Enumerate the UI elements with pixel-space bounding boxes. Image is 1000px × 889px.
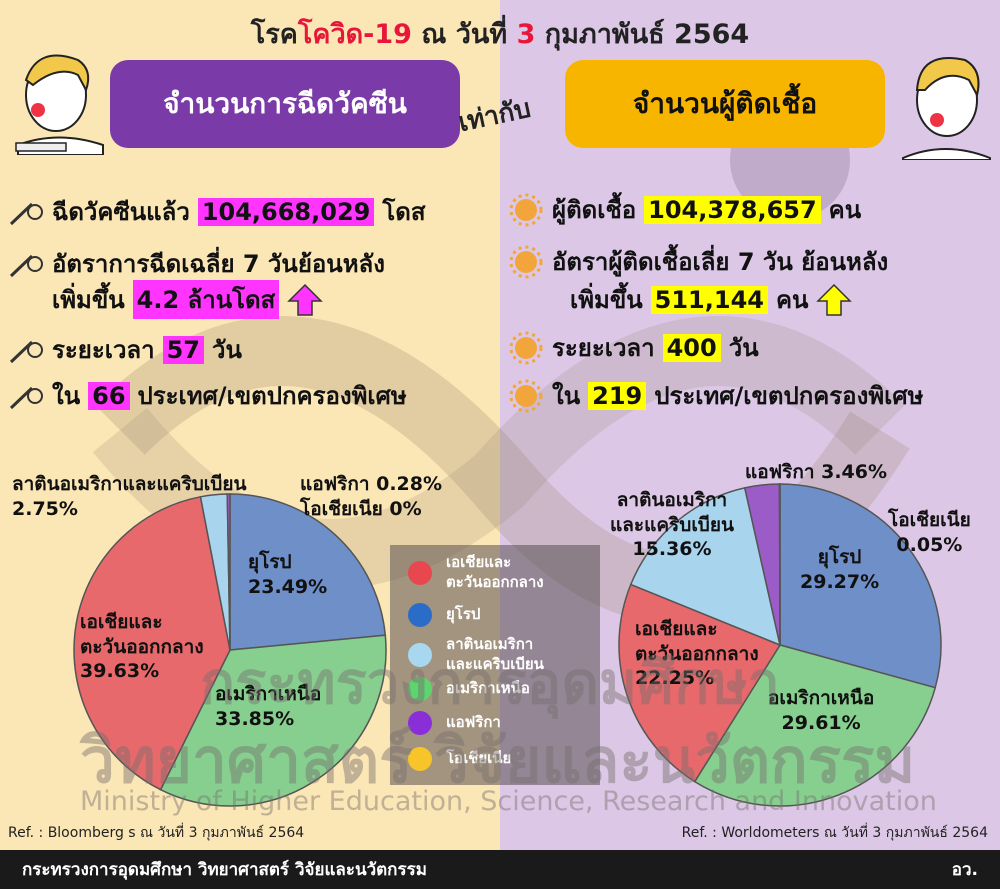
- legend-item-africa: แอฟริกา: [408, 711, 501, 735]
- slice-latam: [629, 487, 782, 647]
- legend-swatch: [408, 711, 432, 735]
- slice-africa: [226, 493, 231, 651]
- vaccine-increase-row: เพิ่มขึ้น 4.2 ล้านโดส: [52, 280, 324, 319]
- pie-label-oceania: โอเชียเนีย 0.05%: [888, 509, 971, 556]
- virus-icon: [509, 331, 543, 364]
- infected-total-value: 104,378,657: [644, 195, 821, 224]
- vaccine-increase-value: 4.2 ล้านโดส: [132, 280, 280, 319]
- slice-asia: [73, 495, 231, 791]
- pie-label-europe: ยุโรป 23.49%: [248, 551, 328, 598]
- syringe-icon: [9, 254, 43, 277]
- legend-swatch: [408, 603, 432, 627]
- legend-swatch: [408, 642, 432, 667]
- infected-increase-value: 511,144: [650, 285, 768, 314]
- vaccine-rate-row: อัตราการฉีดเฉลี่ย 7 วันย้อนหลัง: [8, 244, 385, 283]
- pie-label-europe: ยุโรป 29.27%: [800, 546, 880, 593]
- legend-item-asia: เอเชียและ ตะวันออกกลาง: [408, 553, 544, 592]
- vaccine-total-value: 104,668,029: [197, 197, 375, 226]
- virus-icon: [509, 379, 543, 412]
- infected-duration-row: ระยะเวลา 400 วัน: [508, 328, 759, 367]
- legend-item-namerica: อเมริกาเหนือ: [408, 677, 530, 701]
- legend-swatch: [408, 677, 432, 701]
- arrow-up-icon: [816, 283, 853, 316]
- infected-countries-row: ใน 219 ประเทศ/เขตปกครองพิเศษ: [508, 376, 923, 415]
- person-illustration-left: [15, 54, 104, 155]
- syringe-icon: [9, 340, 43, 363]
- ref-left: Ref. : Bloomberg s ณ วันที่ 3 กุมภาพันธ์…: [8, 825, 305, 841]
- vaccine-total-row: ฉีดวัคซีนแล้ว 104,668,029 โดส: [8, 192, 425, 231]
- vaccine-countries-row: ใน 66 ประเทศ/เขตปกครองพิเศษ: [8, 376, 407, 415]
- virus-icon: [509, 245, 543, 278]
- pie-label-namerica: อเมริกาเหนือ 33.85%: [215, 683, 322, 730]
- ref-right: Ref. : Worldometers ณ วันที่ 3 กุมภาพันธ…: [681, 825, 988, 841]
- person-illustration-right: [902, 57, 991, 160]
- infected-total-row: ผู้ติดเชื้อ 104,378,657 คน: [508, 190, 861, 229]
- infected-increase-row: เพิ่มขึ้น 511,144 คน: [570, 280, 853, 319]
- slice-oceania: [778, 483, 781, 646]
- slice-asia: [618, 583, 782, 783]
- infected-rate-row: อัตราผู้ติดเชื้อเลี่ย 7 วัน ย้อนหลัง: [508, 242, 888, 281]
- legend-swatch: [408, 560, 432, 585]
- pie-label-asia: เอเชียและ ตะวันออกกลาง 22.25%: [635, 618, 759, 690]
- pie-label-africa: แอฟริกา 3.46%: [745, 461, 888, 483]
- footer-logo-text: อว.: [951, 860, 978, 880]
- watermark-english: Ministry of Higher Education, Science, R…: [80, 786, 937, 817]
- watermark-thai-2: วิทยาศาสตร์ วิจัยและนวัตกรรม: [80, 724, 916, 797]
- virus-icon: [509, 193, 543, 226]
- slice-europe: [779, 483, 942, 689]
- infected-pie-chart: [618, 483, 942, 807]
- page-title: โรคโควิด-19 ณ วันที่ 3 กุมภาพันธ์ 2564: [250, 19, 750, 50]
- pie-label-africa: แอฟริกา 0.28% โอเชียเนีย 0%: [300, 473, 443, 520]
- slice-europe: [229, 493, 387, 651]
- legend-swatch: [408, 747, 432, 771]
- syringe-icon: [9, 202, 43, 225]
- watermark-thai-1: กระทรวงการอุดมศึกษา: [200, 649, 780, 717]
- vaccine-duration-row: ระยะเวลา 57 วัน: [8, 330, 242, 369]
- pie-label-asia: เอเชียและ ตะวันออกกลาง 39.63%: [80, 611, 204, 683]
- vaccine-pie-chart: [73, 493, 387, 807]
- pie-label-namerica: อเมริกาเหนือ 29.61%: [768, 687, 875, 734]
- arrow-up-icon: [287, 283, 324, 316]
- legend-item-europe: ยุโรป: [408, 603, 480, 627]
- slice-namerica: [693, 644, 937, 807]
- legend-item-oceania: โอเชียเนีย: [408, 747, 511, 771]
- vaccine-header: จำนวนการฉีดวัคซีน: [110, 60, 460, 148]
- footer-ministry: กระทรวงการอุดมศึกษา วิทยาศาสตร์ วิจัยและ…: [22, 860, 427, 880]
- pie-label-latam: ลาตินอเมริกา และแคริบเบียน 15.36%: [610, 489, 734, 561]
- infected-header: จำนวนผู้ติดเชื้อ: [565, 60, 885, 148]
- footer: กระทรวงการอุดมศึกษา วิทยาศาสตร์ วิจัยและ…: [0, 850, 1000, 889]
- pie-label-latam: ลาตินอเมริกาและแคริบเบียน 2.75%: [12, 473, 247, 520]
- legend-item-latam: ลาตินอเมริกา และแคริบเบียน: [408, 635, 544, 674]
- syringe-icon: [9, 386, 43, 409]
- chart-legend: เอเชียและ ตะวันออกกลาง ยุโรป ลาตินอเมริกา…: [390, 545, 600, 785]
